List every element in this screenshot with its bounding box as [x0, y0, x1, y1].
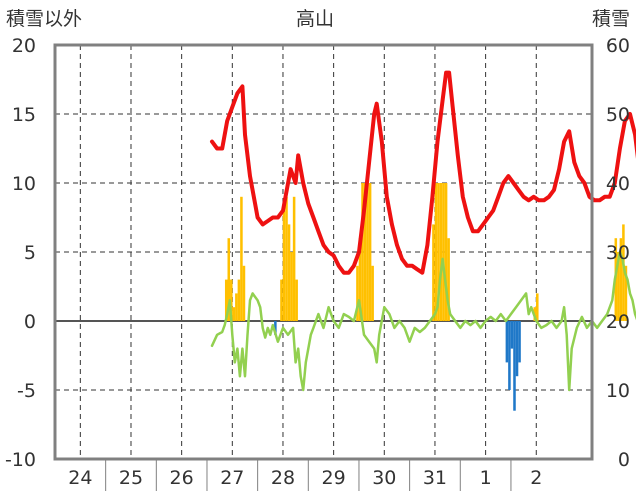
- snow_decrease-bar: [513, 321, 516, 411]
- x-tick-label: 27: [220, 467, 244, 489]
- left-tick-label: -10: [5, 449, 36, 471]
- snow_decrease-bar: [274, 321, 277, 335]
- snowfall-bar: [224, 279, 228, 321]
- snowfall-bar: [447, 238, 450, 321]
- right-tick-label: 40: [606, 173, 630, 195]
- x-axis-ticks: 24 25 26 27 28 29 30 31 1 2: [68, 467, 542, 489]
- snowfall-bar: [622, 224, 625, 321]
- left-tick-label: 5: [24, 242, 36, 264]
- snow_decrease-bar: [510, 321, 514, 349]
- snowfall-bar: [358, 238, 362, 321]
- right-axis-ticks: 60 50 40 30 20 10 0: [606, 35, 630, 471]
- snowfall-bar: [624, 265, 628, 321]
- snow_decrease-bar: [505, 321, 509, 363]
- snowfall-bar: [287, 224, 291, 321]
- snowfall-bar: [363, 183, 367, 321]
- snowfall-bar: [227, 238, 231, 321]
- snowfall-bar: [295, 279, 298, 321]
- left-axis-label: 積雪以外: [6, 8, 82, 30]
- x-tick-label: 25: [119, 467, 143, 489]
- snowfall-bar: [240, 196, 243, 321]
- x-tick-label: 26: [170, 467, 194, 489]
- left-tick-label: 0: [24, 311, 36, 333]
- right-tick-label: 10: [606, 380, 630, 402]
- left-tick-label: 15: [12, 104, 36, 126]
- left-tick-label: 10: [12, 173, 36, 195]
- grid-lines: [55, 45, 592, 491]
- snowfall-bar: [434, 183, 438, 321]
- chart-title: 高山: [296, 8, 334, 30]
- snowfall-bar: [290, 252, 293, 321]
- right-tick-label: 0: [618, 449, 630, 471]
- x-tick-label: 28: [271, 467, 295, 489]
- snowfall-bar: [617, 252, 620, 321]
- snowfall-bar: [432, 224, 435, 321]
- left-tick-label: -5: [17, 380, 36, 402]
- snowfall-bar: [619, 238, 623, 321]
- snowfall-bar: [371, 265, 374, 321]
- left-axis-ticks: 20 15 10 5 0 -5 -10: [5, 35, 36, 471]
- bar-layer: [224, 183, 628, 411]
- snowfall-bar: [242, 265, 246, 321]
- right-tick-label: 50: [606, 104, 630, 126]
- x-tick-label: 29: [322, 467, 346, 489]
- right-tick-label: 20: [606, 311, 630, 333]
- right-tick-label: 60: [606, 35, 630, 57]
- snowfall-bar: [356, 265, 359, 321]
- snowfall-bar: [437, 183, 440, 321]
- snowfall-bar: [232, 307, 236, 321]
- snowfall-bar: [237, 279, 241, 321]
- snow_decrease-bar: [515, 321, 519, 377]
- snow_depth-line: [210, 70, 636, 275]
- snowfall-bar: [366, 183, 369, 321]
- x-tick-label: 30: [372, 467, 396, 489]
- snowfall-bar: [361, 183, 364, 321]
- left-tick-label: 20: [12, 35, 36, 57]
- x-tick-label: 1: [480, 467, 492, 489]
- plot-border: [53, 43, 594, 461]
- x-tick-label: 31: [423, 467, 447, 489]
- plot-frame: [53, 43, 594, 461]
- snowfall-bar: [235, 293, 238, 321]
- snowfall-bar: [282, 210, 286, 321]
- snowfall-bar: [368, 183, 372, 321]
- x-tick-label: 24: [68, 467, 92, 489]
- snowfall-bar: [536, 293, 539, 321]
- snowfall-bar: [230, 279, 233, 321]
- line-layer: [210, 70, 636, 392]
- temperature-line: [210, 250, 636, 392]
- snowfall-bar: [292, 196, 296, 321]
- snowfall-bar: [444, 183, 448, 321]
- snowfall-bar: [280, 279, 283, 321]
- right-axis-label: 積雪: [592, 8, 630, 30]
- snow_decrease-bar: [508, 321, 511, 390]
- snow_decrease-bar: [518, 321, 521, 363]
- snowfall-bar: [439, 183, 443, 321]
- x-tick-label: 2: [530, 467, 542, 489]
- snowfall-bar: [285, 196, 288, 321]
- right-tick-label: 30: [606, 242, 630, 264]
- snowfall-bar: [442, 183, 445, 321]
